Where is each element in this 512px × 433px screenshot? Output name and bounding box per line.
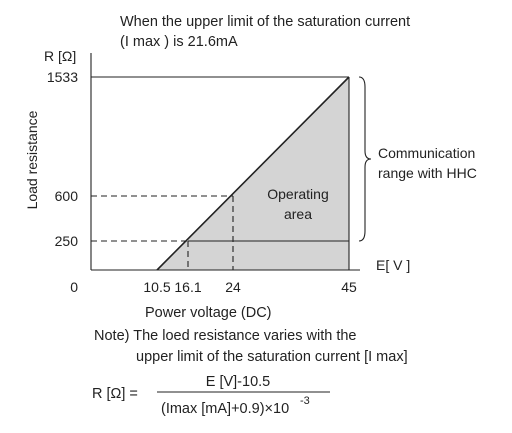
- y-tick-labels: 0 250 600 1533: [47, 69, 78, 295]
- chart-title-line1: When the upper limit of the saturation c…: [120, 14, 410, 30]
- boundary-line: [156, 76, 350, 271]
- y-unit-label: R [Ω]: [44, 48, 76, 64]
- chart-title-line2: (I max ) is 21.6mA: [120, 34, 238, 50]
- note-line1: Note) The loed resistance varies with th…: [94, 328, 356, 344]
- x-unit-label: E[ V ]: [376, 257, 410, 273]
- communication-range-label-line1: Communication: [378, 145, 475, 161]
- note-line2: upper limit of the saturation current [I…: [136, 349, 408, 365]
- y-tick-label: 600: [55, 188, 79, 204]
- y-tick-label: 1533: [47, 69, 78, 85]
- x-tick-label: 16.1: [174, 279, 201, 295]
- y-axis-title: Load resistance: [24, 110, 40, 209]
- y-tick-label: 0: [70, 279, 78, 295]
- x-axis-title: Power voltage (DC): [145, 305, 272, 321]
- x-tick-labels: 10.5 16.1 24 45: [143, 279, 357, 295]
- formula-lhs: R [Ω] =: [92, 386, 138, 402]
- operating-area-label-line1: Operating: [267, 186, 328, 202]
- communication-range-label-line2: range with HHC: [378, 165, 477, 181]
- reference-lines: [91, 195, 234, 270]
- x-tick-label: 24: [225, 279, 241, 295]
- y-tick-label: 250: [55, 233, 79, 249]
- operating-area-label-line2: area: [284, 206, 312, 222]
- formula-exponent: -3: [300, 395, 310, 407]
- formula-numerator: E [V]-10.5: [206, 374, 270, 390]
- formula-denominator: (Imax [mA]+0.9)×10: [161, 401, 289, 417]
- x-tick-label: 10.5: [143, 279, 170, 295]
- communication-range-bracket: [358, 76, 372, 242]
- x-tick-label: 45: [341, 279, 357, 295]
